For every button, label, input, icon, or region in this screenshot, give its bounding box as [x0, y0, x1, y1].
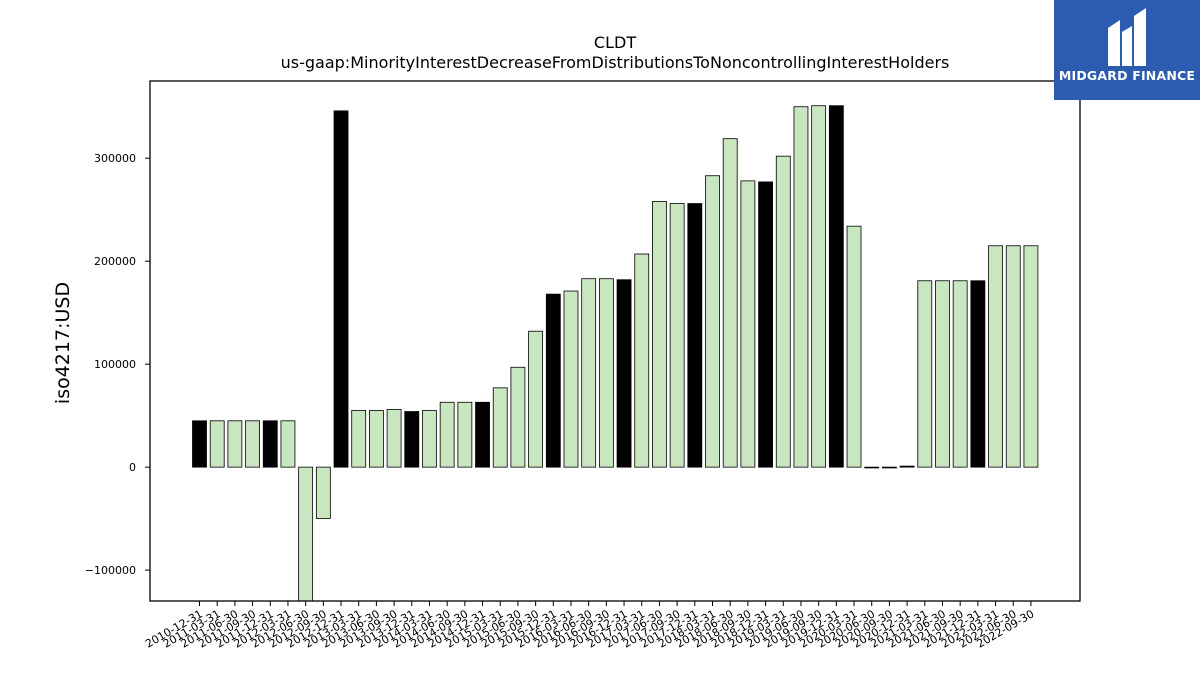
bar-2017-03-31: [634, 253, 650, 468]
y-axis-label: iso4217:USD: [52, 282, 74, 404]
bar-2016-03-31: [563, 290, 579, 468]
bar-2020-06-30: [864, 466, 880, 469]
bar-2015-03-31: [492, 387, 508, 468]
bar-2019-03-31: [775, 155, 791, 468]
bar-2011-06-30: [227, 420, 243, 468]
bars-group: [192, 105, 1039, 602]
bar-2017-09-30: [669, 203, 685, 468]
bar-2012-06-30: [298, 466, 314, 602]
bar-2016-12-31: [616, 279, 632, 468]
y-tick-label: 300000: [94, 152, 136, 165]
bar-2013-03-31: [351, 410, 367, 468]
bar-2011-12-31: [262, 420, 278, 468]
y-tick-label: −100000: [85, 564, 136, 577]
bar-2016-09-30: [598, 278, 614, 468]
bar-2012-09-30: [315, 466, 331, 520]
bar-2021-06-30: [935, 280, 950, 468]
bar-2015-09-30: [528, 330, 544, 468]
bar-2020-12-31: [899, 465, 915, 468]
bar-2018-09-30: [740, 180, 756, 468]
bar-2012-12-31: [333, 110, 349, 468]
bar-2018-03-31: [705, 175, 720, 468]
brand-name: MIDGARD FINANCE: [1058, 68, 1196, 83]
bar-2014-06-30: [439, 401, 455, 468]
bar-2015-12-31: [545, 293, 561, 468]
chart-title: CLDT: [594, 33, 636, 52]
bar-2017-06-30: [652, 201, 667, 468]
bar-2021-03-31: [917, 280, 933, 468]
bar-2017-12-31: [687, 203, 703, 468]
bar-2022-09-30: [1023, 245, 1039, 468]
brand-logo: MIDGARD FINANCE: [1054, 0, 1200, 100]
bar-2014-09-30: [457, 401, 473, 468]
bar-2013-12-31: [404, 411, 420, 468]
bar-2019-09-30: [811, 105, 827, 468]
y-tick-label: 0: [129, 461, 136, 474]
bar-2022-03-31: [988, 245, 1003, 468]
bar-2015-06-30: [510, 366, 526, 468]
y-ticks: −100000 0 100000 200000 300000: [85, 152, 150, 577]
x-ticks: 2010-12-312011-03-312011-06-302011-09-30…: [143, 601, 1036, 651]
bar-2019-06-30: [793, 106, 809, 468]
bar-2020-03-31: [846, 225, 862, 468]
y-tick-label: 100000: [94, 358, 136, 371]
plot-frame: [149, 80, 1081, 602]
bar-2022-06-30: [1005, 245, 1021, 468]
bar-2013-06-30: [368, 410, 384, 468]
bar-2021-09-30: [952, 280, 968, 468]
bar-2011-03-31: [209, 420, 225, 468]
bar-2019-12-31: [828, 105, 844, 468]
chart-subtitle: us-gaap:MinorityInterestDecreaseFromDist…: [281, 53, 950, 72]
bar-2018-12-31: [758, 181, 773, 468]
bar-2014-12-31: [475, 401, 490, 468]
bar-2011-09-30: [245, 420, 260, 468]
bar-2013-09-30: [386, 409, 402, 468]
bar-2012-03-31: [280, 420, 296, 468]
bar-2014-03-31: [422, 410, 437, 468]
bar-2020-09-30: [882, 466, 897, 469]
bar-2010-12-31: [192, 420, 207, 468]
bar-2018-06-30: [722, 138, 738, 468]
bar-2016-06-30: [581, 278, 597, 468]
y-tick-label: 200000: [94, 255, 136, 268]
midgard-logo-icon: [1108, 8, 1146, 66]
bar-2021-12-31: [970, 280, 986, 468]
